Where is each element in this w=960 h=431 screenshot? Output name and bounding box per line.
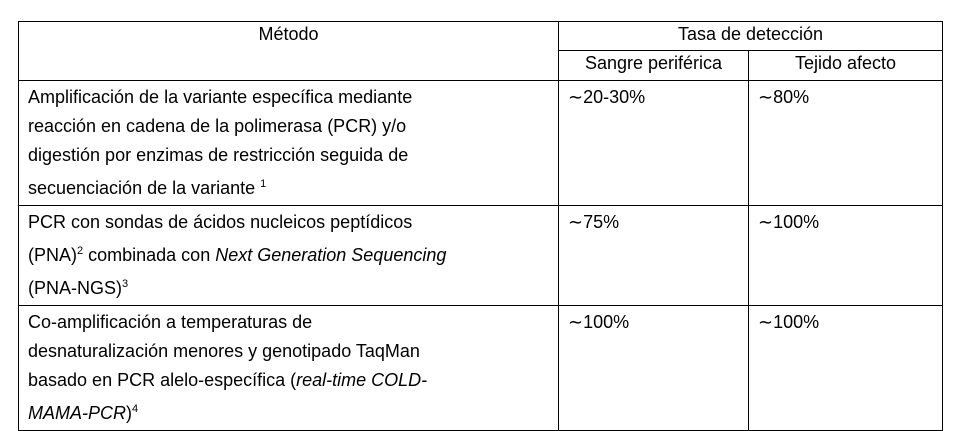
method-line: MAMA-PCR)4: [28, 395, 549, 428]
method-text: 2: [77, 245, 84, 257]
header-rate: Tasa de detección: [557, 21, 944, 51]
header-method: Método: [18, 21, 559, 81]
header-tissue: Tejido afecto: [747, 50, 944, 81]
method-text: ): [126, 403, 132, 423]
table-body: Amplificación de la variante específica …: [18, 80, 944, 431]
tissue-cell: ∼100%: [747, 305, 944, 431]
method-text: desnaturalización menores y genotipado T…: [28, 341, 420, 361]
header-blood: Sangre periférica: [558, 50, 749, 81]
method-line: PCR con sondas de ácidos nucleicos peptí…: [28, 208, 549, 237]
table-row: Co-amplificación a temperaturas de desnat…: [18, 305, 944, 431]
tissue-cell: ∼100%: [747, 205, 944, 306]
table-row: PCR con sondas de ácidos nucleicos peptí…: [18, 205, 944, 306]
method-line: (PNA-NGS)3: [28, 270, 549, 303]
method-text: basado en PCR alelo-específica (: [28, 370, 297, 390]
method-text: reacción en cadena de la polimerasa (PCR…: [28, 116, 407, 136]
method-cell: Amplificación de la variante específica …: [18, 80, 559, 206]
blood-rate: ∼20-30%: [568, 87, 646, 107]
blood-rate: ∼75%: [568, 212, 620, 232]
method-text: 3: [122, 278, 129, 290]
method-line: Amplificación de la variante específica …: [28, 83, 549, 112]
method-text: Next Generation Sequencing: [215, 245, 447, 265]
tissue-cell: ∼80%: [747, 80, 944, 206]
method-line: basado en PCR alelo-específica (real-tim…: [28, 366, 549, 395]
tissue-rate: ∼80%: [758, 87, 810, 107]
method-cell: Co-amplificación a temperaturas de desnat…: [18, 305, 559, 431]
method-line: Co-amplificación a temperaturas de: [28, 308, 549, 337]
method-text: real-time COLD-: [296, 370, 428, 390]
method-text: (PNA-NGS): [28, 278, 122, 298]
method-text: Co-amplificación a temperaturas de: [28, 312, 313, 332]
method-line: digestión por enzimas de restricción seg…: [28, 141, 549, 170]
blood-rate: ∼100%: [568, 312, 630, 332]
method-text: secuenciación de la variante: [28, 178, 261, 198]
table-row: Amplificación de la variante específica …: [18, 80, 944, 206]
tissue-rate: ∼100%: [758, 212, 820, 232]
method-text: PCR con sondas de ácidos nucleicos peptí…: [28, 212, 413, 232]
method-line: (PNA)2 combinada con Next Generation Seq…: [28, 237, 549, 270]
blood-cell: ∼75%: [558, 205, 749, 306]
method-line: secuenciación de la variante 1: [28, 170, 549, 203]
method-text: digestión por enzimas de restricción seg…: [28, 145, 409, 165]
method-cell: PCR con sondas de ácidos nucleicos peptí…: [18, 205, 559, 306]
method-text: 1: [260, 178, 267, 190]
method-text: (PNA): [28, 245, 77, 265]
detection-table: Método Tasa de detección Sangre periféri…: [18, 21, 944, 431]
tissue-rate: ∼100%: [758, 312, 820, 332]
method-line: desnaturalización menores y genotipado T…: [28, 337, 549, 366]
method-text: combinada con: [83, 245, 216, 265]
blood-cell: ∼20-30%: [558, 80, 749, 206]
method-text: MAMA-PCR: [28, 403, 126, 423]
method-text: Amplificación de la variante específica …: [28, 87, 413, 107]
method-text: 4: [132, 403, 139, 415]
method-line: reacción en cadena de la polimerasa (PCR…: [28, 112, 549, 141]
blood-cell: ∼100%: [558, 305, 749, 431]
